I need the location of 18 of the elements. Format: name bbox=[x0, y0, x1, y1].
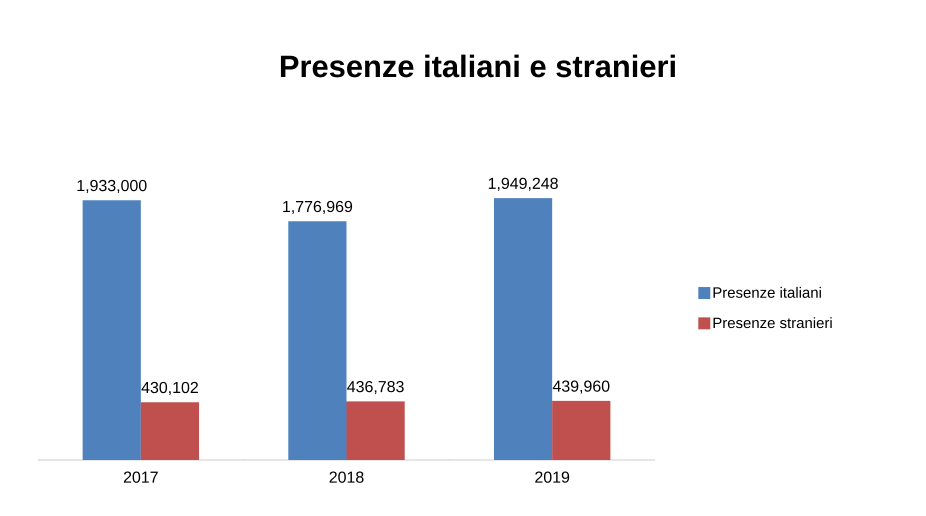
legend-label: Presenze italiani bbox=[714, 286, 821, 298]
x-tick-label: 2017 bbox=[124, 472, 158, 483]
data-label: 430,102 bbox=[141, 382, 198, 396]
x-tick-label: 2019 bbox=[535, 472, 570, 483]
x-tick-label: 2018 bbox=[330, 472, 364, 483]
bar bbox=[140, 402, 200, 460]
bar bbox=[552, 400, 610, 460]
data-label: 1,933,000 bbox=[77, 180, 147, 194]
data-label: 1,776,969 bbox=[283, 200, 352, 214]
data-label: 1,949,248 bbox=[488, 178, 558, 191]
data-label: 439,960 bbox=[552, 380, 610, 394]
bar bbox=[494, 198, 552, 460]
bar bbox=[82, 200, 141, 460]
bar bbox=[288, 221, 347, 460]
data-label: 436,783 bbox=[347, 380, 404, 394]
bar bbox=[346, 401, 405, 460]
legend-label: Presenze stranieri bbox=[714, 317, 832, 328]
chart-title: Presenze italiani e stranieri bbox=[280, 54, 675, 78]
